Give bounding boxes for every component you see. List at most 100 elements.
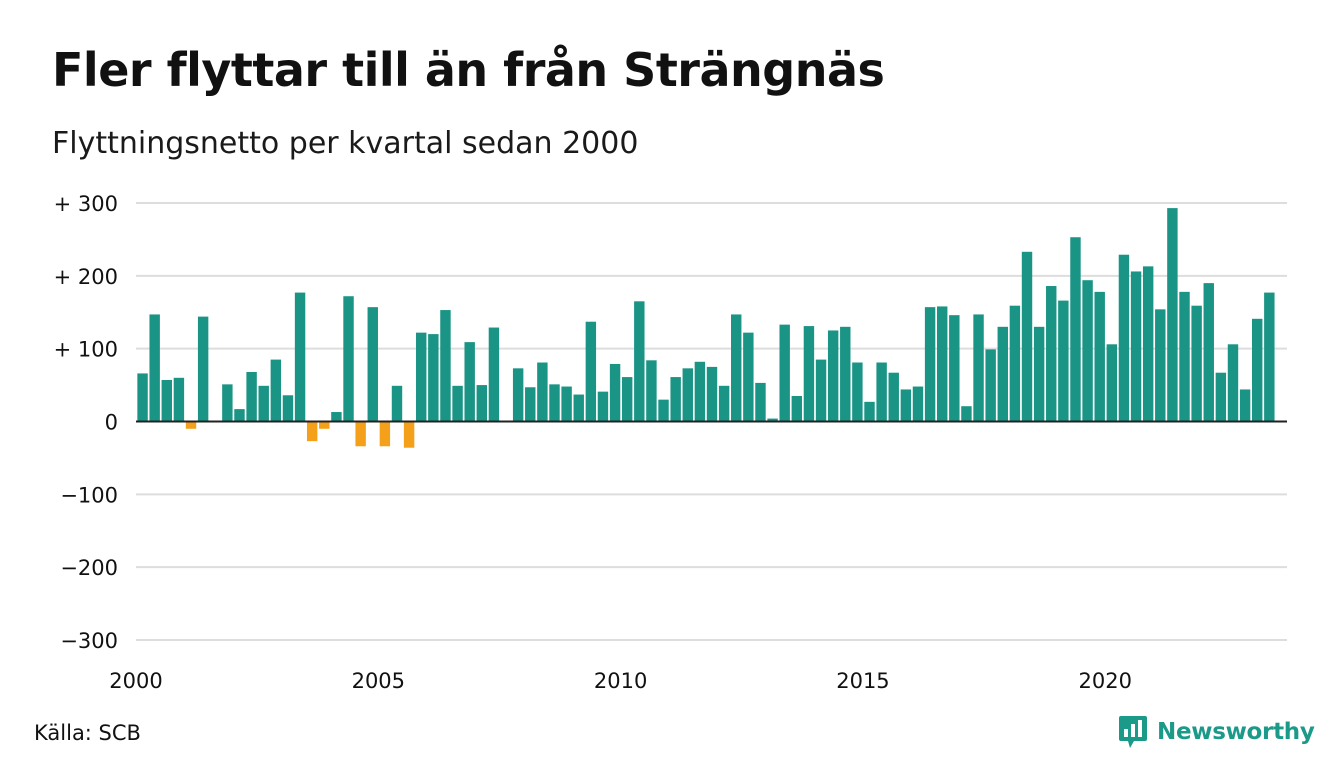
bar [1058,300,1069,422]
bar [961,406,972,422]
bar [864,401,875,422]
bar [476,385,488,422]
bar [1227,344,1239,422]
bar [682,368,693,422]
bar [803,326,815,422]
bar [185,421,197,429]
bar [840,326,851,422]
y-tick-label: + 300 [54,192,118,216]
bar [718,385,730,422]
bar [621,377,633,422]
bar [488,327,500,422]
bar [1070,237,1081,422]
x-tick-label: 2005 [352,669,405,693]
bar [1179,291,1190,422]
bar [900,389,912,422]
bar [440,310,451,422]
bar [355,421,366,447]
bar [755,382,766,422]
bar [1215,372,1227,422]
bar-chart: + 300 + 200 + 100 0 −100 −200 −300 2000 2005 201… [54,192,1287,693]
bar [997,326,1008,422]
bar [391,385,403,422]
bar [246,371,257,422]
bar [403,421,415,448]
x-axis-labels: 2000 2005 2010 2015 2020 [109,669,1132,693]
bar [319,421,330,429]
bar [367,307,378,422]
y-tick-label: 0 [105,411,118,435]
bar [924,307,936,422]
brand-logo[interactable]: Newsworthy [1118,712,1315,752]
bar [222,384,233,422]
bar [1033,326,1045,422]
chart-subtitle: Flyttningsnetto per kvartal sedan 2000 [52,126,639,161]
bar [1191,305,1202,422]
bar [1264,292,1275,422]
bar [912,386,924,422]
bar [234,409,245,422]
bar [549,384,560,422]
bar [609,363,621,422]
bar [973,314,984,422]
bars [137,208,1275,448]
source-label: Källa: SCB [34,721,141,745]
x-tick-label: 2020 [1079,669,1132,693]
bar [331,412,342,422]
x-tick-label: 2010 [594,669,647,693]
newsworthy-logo-icon [1119,716,1147,748]
bar [294,292,306,422]
bar [1252,318,1263,422]
bar [573,394,584,422]
bar [706,366,718,422]
bar [306,421,318,442]
bar [949,315,960,422]
bar [258,385,269,422]
bar [270,359,282,422]
bar [428,334,439,422]
x-tick-label: 2000 [109,669,162,693]
bar [537,362,548,422]
bar [197,316,209,422]
bar [1021,251,1033,422]
bar [1118,254,1130,422]
bar [1239,389,1251,422]
chart-title: Fler flyttar till än från Strängnäs [52,43,885,97]
bar [512,368,524,422]
bar [1155,309,1166,422]
bar [379,421,391,447]
bar [149,314,160,422]
bar [343,296,354,422]
bar [694,361,706,422]
bar [161,379,172,422]
bar [1094,291,1105,422]
bar [670,377,681,422]
y-tick-label: −300 [60,629,118,653]
bar [173,377,185,422]
bar [936,306,948,422]
bar [1130,271,1142,422]
y-tick-label: + 100 [54,338,118,362]
bar [646,360,657,422]
bar [1082,280,1093,422]
bar [585,321,597,422]
bar [597,391,609,422]
brand-name: Newsworthy [1157,719,1315,745]
bar [815,359,827,422]
x-tick-label: 2015 [836,669,889,693]
bar [416,332,427,422]
bar [852,362,863,422]
bar [767,418,778,422]
bar [1167,208,1178,422]
bar [1009,305,1021,422]
y-axis-labels: + 300 + 200 + 100 0 −100 −200 −300 [54,192,118,653]
bar [1106,344,1118,422]
bar [985,349,996,422]
y-tick-label: + 200 [54,265,118,289]
bar [731,314,742,422]
bar [743,332,754,422]
bar [452,385,463,422]
bar [779,324,790,422]
bar [888,372,899,422]
bar [282,395,294,422]
